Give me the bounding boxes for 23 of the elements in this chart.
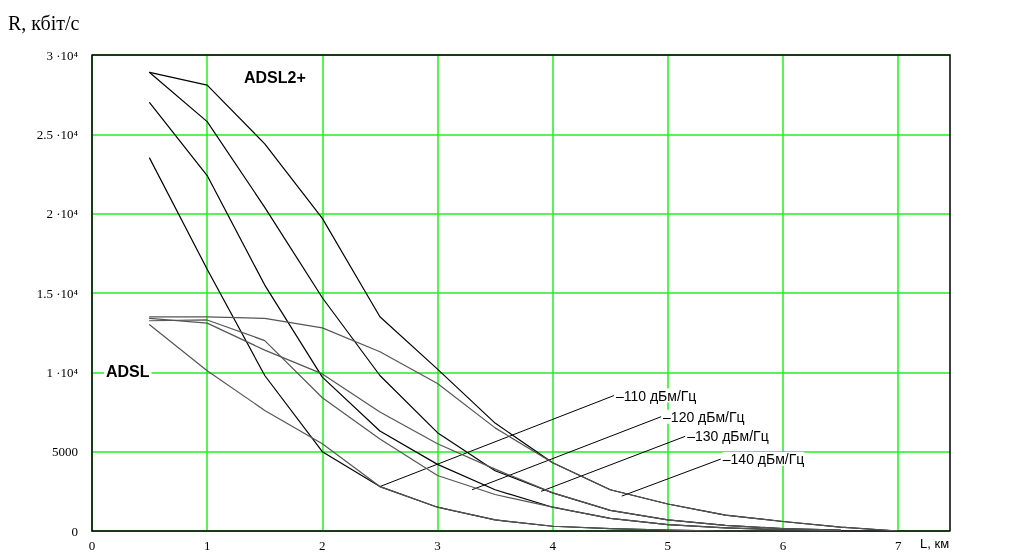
annotation: ADSL (106, 362, 150, 380)
x-tick-label: 0 (88, 538, 96, 553)
x-tick-label: 1 (203, 538, 211, 553)
y-tick-label: 2 ·10⁴ (46, 206, 79, 222)
annotation: –140 дБм/Гц (722, 451, 805, 468)
x-tick-label: 3 (434, 538, 441, 553)
x-axis-title: L, км (920, 536, 950, 551)
y-tick-label: 0 (71, 523, 78, 539)
x-tick-label: 6 (779, 538, 787, 553)
y-tick-label: 5000 (52, 444, 78, 460)
x-tick-label: 5 (664, 538, 672, 553)
annotation: –120 дБм/Гц (663, 408, 745, 425)
x-tick-label: 4 (549, 538, 557, 553)
annotation: ADSL2+ (244, 68, 306, 86)
y-tick-label: 1 ·10⁴ (46, 364, 79, 380)
annotation: –130 дБм/Гц (687, 428, 769, 445)
y-tick-label: 2.5 ·10⁴ (36, 126, 79, 142)
x-tick-label: 2 (319, 538, 326, 553)
x-tick-label: 7 (894, 538, 902, 553)
y-axis-title: R, кбіт/с (8, 12, 80, 34)
y-tick-label: 1.5 ·10⁴ (36, 285, 79, 301)
annotation: –110 дБм/Гц (615, 387, 697, 404)
y-tick-label: 3 ·10⁴ (46, 47, 79, 63)
